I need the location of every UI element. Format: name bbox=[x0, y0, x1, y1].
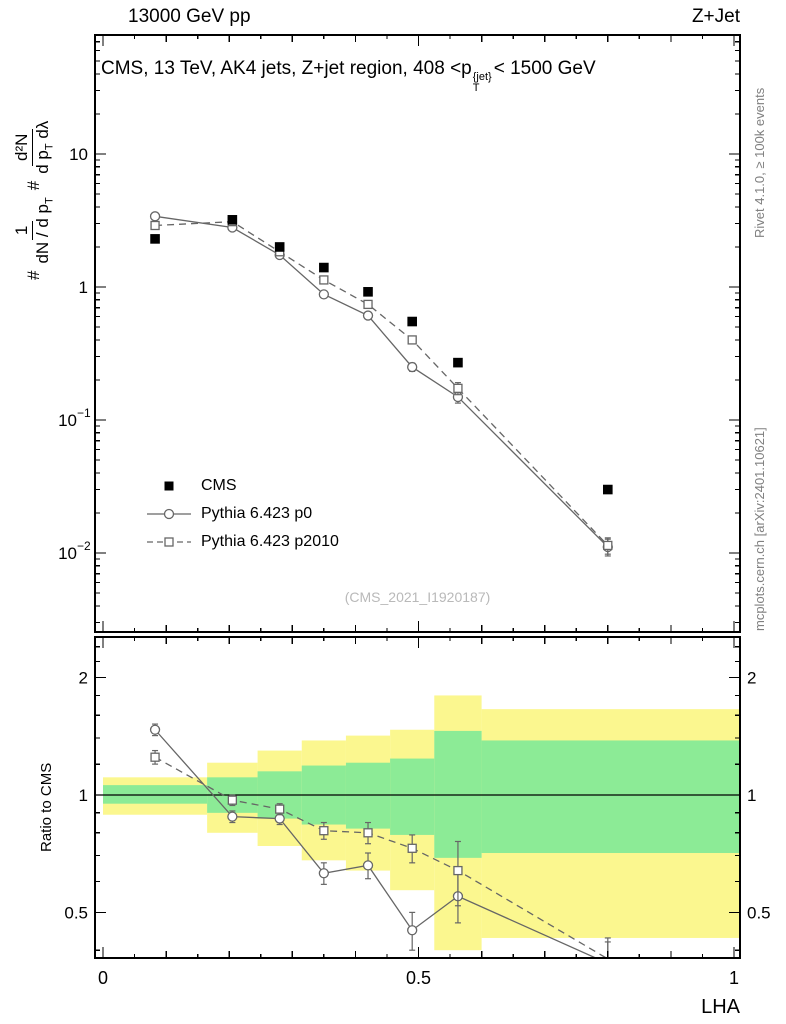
ratio-uncertainty-bands bbox=[103, 695, 740, 951]
svg-text:2: 2 bbox=[747, 669, 756, 688]
analysis-id-watermark: (CMS_2021_I1920187) bbox=[344, 589, 491, 605]
svg-text:1: 1 bbox=[79, 278, 88, 297]
series-cms bbox=[150, 215, 613, 495]
legend-item-cms: CMS bbox=[146, 477, 339, 495]
svg-text:10: 10 bbox=[58, 411, 77, 430]
pt-jet-supsub: {jet} T bbox=[473, 72, 492, 94]
svg-text:−1: −1 bbox=[77, 406, 91, 420]
svg-text:2: 2 bbox=[79, 669, 88, 688]
main-panel-frame bbox=[94, 34, 741, 633]
mcplots-reference-note: mcplots.cern.ch [arXiv:2401.10621] bbox=[752, 427, 767, 631]
svg-text:1: 1 bbox=[729, 968, 739, 988]
svg-text:0.5: 0.5 bbox=[406, 968, 431, 988]
ratio-panel-series bbox=[149, 723, 611, 958]
rivet-version-note: Rivet 4.1.0, ≥ 100k events bbox=[752, 87, 767, 238]
x-axis-label: LHA bbox=[701, 996, 740, 1018]
svg-text:1: 1 bbox=[79, 786, 88, 805]
differential-fraction: d²N d pT dλ bbox=[12, 120, 56, 174]
process-label: Z+Jet bbox=[691, 6, 740, 27]
svg-text:10: 10 bbox=[69, 145, 88, 164]
series-pythia-6-423-p2010 bbox=[150, 749, 611, 958]
filled-square-marker-icon bbox=[164, 481, 174, 491]
svg-text:0.5: 0.5 bbox=[64, 903, 88, 922]
main-y-axis-label: # 1 dN / d pT # d²N d pT dλ bbox=[12, 121, 57, 280]
ratio-panel-frame bbox=[94, 636, 741, 959]
legend-label: Pythia 6.423 p2010 bbox=[201, 533, 339, 550]
hash-symbol: # bbox=[24, 270, 44, 280]
axis-ticks bbox=[95, 35, 740, 958]
series-pythia-6-423-p2010 bbox=[150, 216, 613, 555]
plot-title-text-2: < 1500 GeV bbox=[493, 58, 596, 79]
legend: CMS Pythia 6.423 p0 Pythia 6.423 p2010 bbox=[146, 477, 339, 551]
open-circle-line-marker-icon bbox=[147, 508, 191, 520]
legend-item-pythia-p2010: Pythia 6.423 p2010 bbox=[146, 533, 339, 551]
pt-subscript: T bbox=[472, 82, 480, 94]
plot-title: CMS, 13 TeV, AK4 jets, Z+jet region, 408… bbox=[101, 58, 596, 94]
svg-text:0: 0 bbox=[98, 968, 108, 988]
svg-text:10: 10 bbox=[58, 544, 77, 563]
svg-text:0.5: 0.5 bbox=[747, 903, 771, 922]
legend-label: CMS bbox=[201, 477, 237, 494]
hash-symbol-2: # bbox=[24, 180, 44, 191]
legend-label: Pythia 6.423 p0 bbox=[201, 505, 313, 522]
svg-text:1: 1 bbox=[747, 786, 756, 805]
ratio-y-axis-label: Ratio to CMS bbox=[38, 762, 55, 852]
normalization-fraction: 1 dN / d pT bbox=[12, 197, 56, 264]
legend-item-pythia-p0: Pythia 6.423 p0 bbox=[146, 505, 339, 523]
pt-superscript: {jet} bbox=[472, 71, 492, 83]
main-panel-series bbox=[149, 211, 613, 557]
beam-energy-label: 13000 GeV pp bbox=[128, 6, 251, 27]
svg-text:−2: −2 bbox=[77, 539, 91, 553]
plot-title-text: CMS, 13 TeV, AK4 jets, Z+jet region, 408… bbox=[101, 58, 472, 79]
open-square-dashed-line-marker-icon bbox=[147, 537, 191, 547]
